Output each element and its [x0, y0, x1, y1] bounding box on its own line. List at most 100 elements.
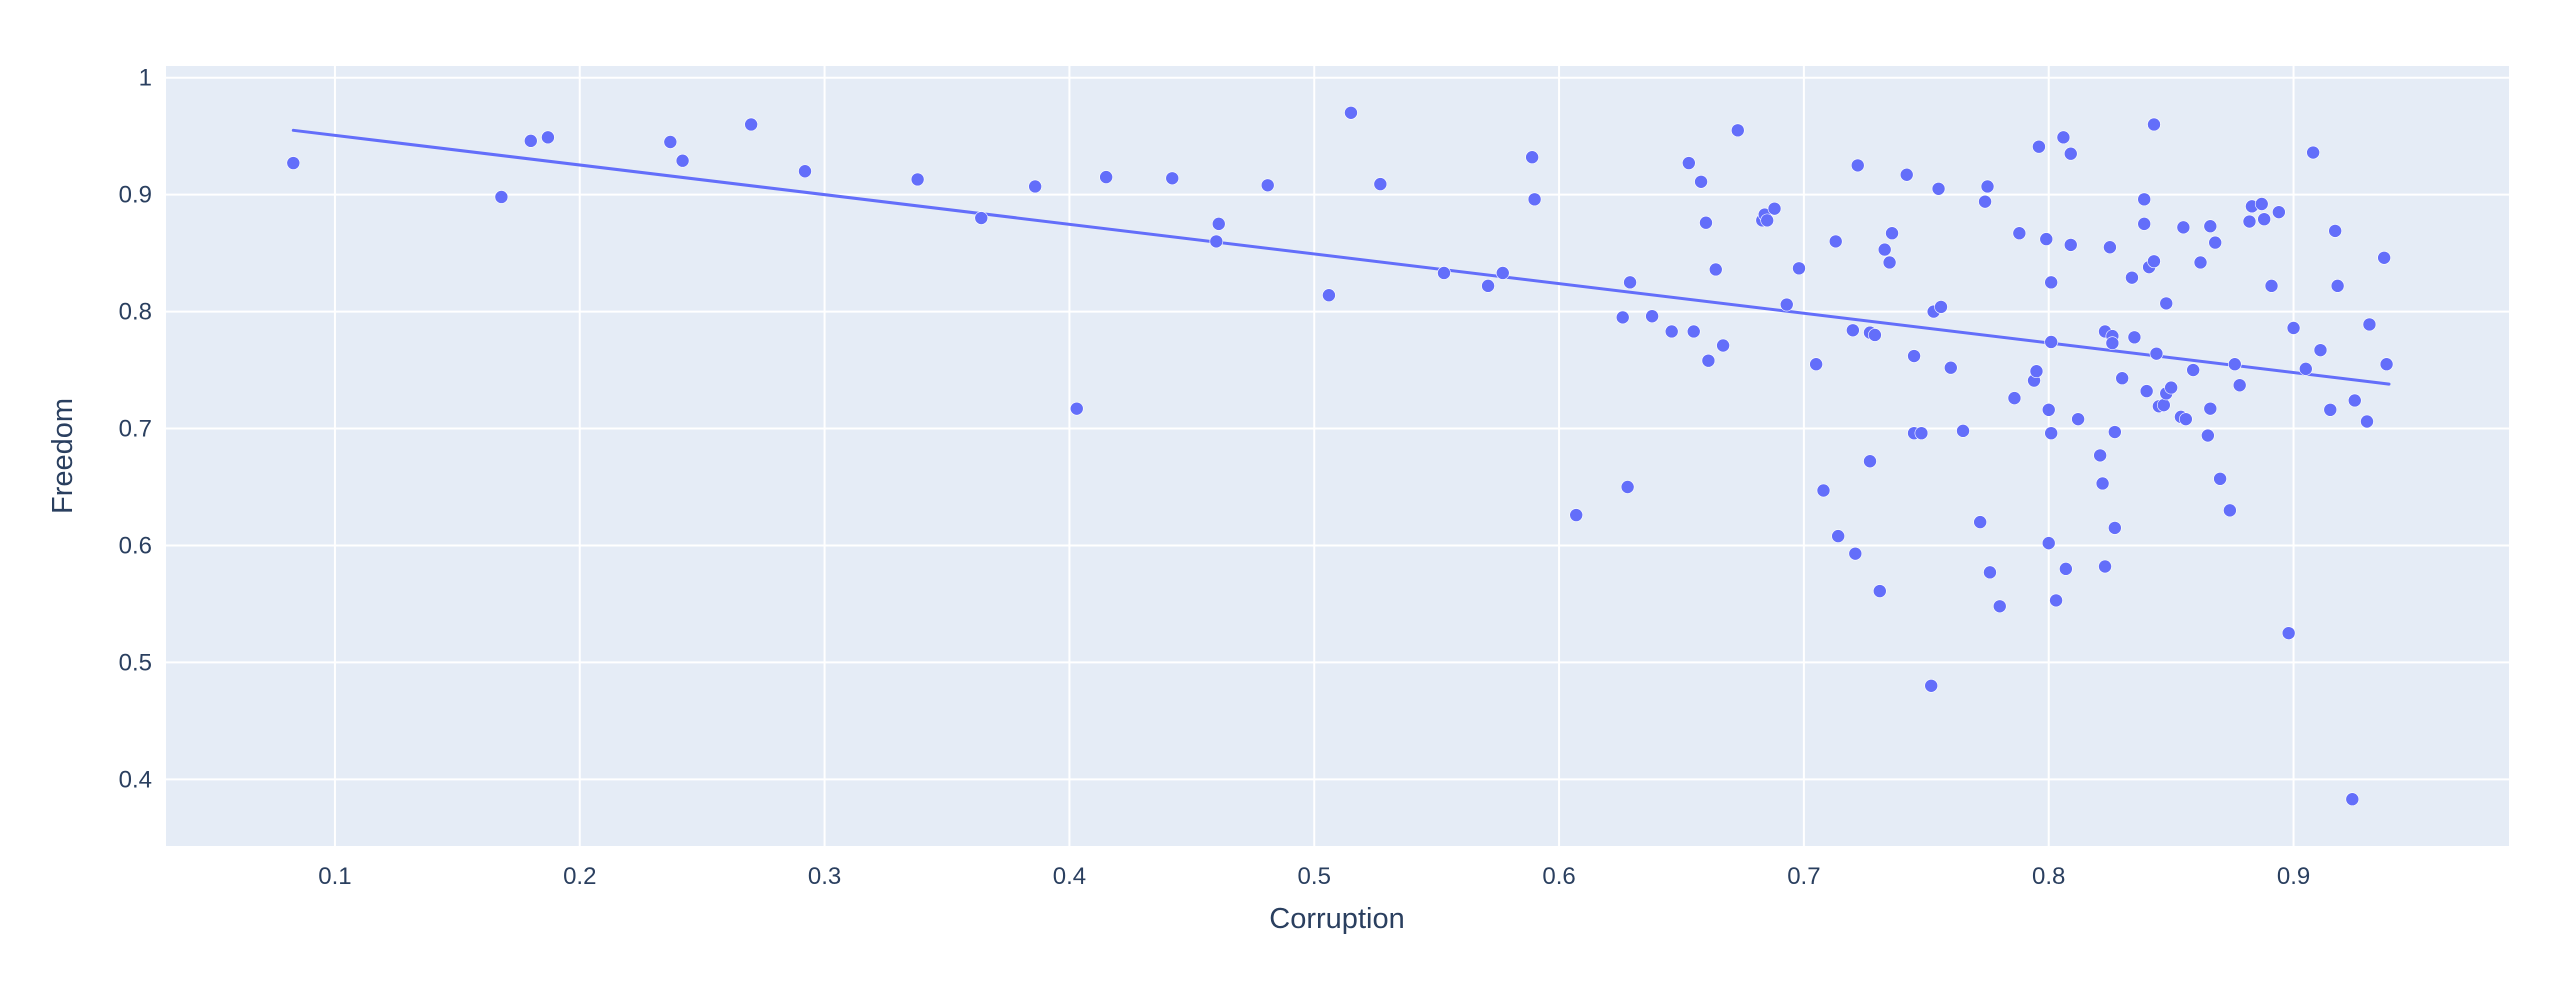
- data-point: [1899, 167, 1914, 182]
- data-point: [663, 135, 678, 149]
- data-point: [1569, 508, 1584, 522]
- x-tick-label: 0.2: [563, 863, 596, 890]
- data-point: [2186, 363, 2200, 377]
- y-tick-label: 0.9: [119, 182, 152, 209]
- x-tick-label: 0.7: [1787, 863, 1820, 890]
- data-point: [2044, 426, 2058, 440]
- data-point: [1983, 565, 1997, 580]
- data-point: [2345, 792, 2360, 807]
- data-point: [2362, 317, 2377, 332]
- data-point: [1730, 123, 1745, 138]
- data-point: [2039, 232, 2054, 246]
- data-point: [1850, 158, 1865, 173]
- data-point: [2149, 346, 2164, 361]
- data-point: [2049, 593, 2063, 608]
- data-point: [1848, 546, 1863, 561]
- data-point: [2125, 270, 2139, 285]
- data-point: [1615, 310, 1630, 325]
- data-point: [1211, 217, 1226, 231]
- data-point: [2286, 321, 2301, 335]
- plot-area: [166, 66, 2509, 846]
- data-point: [1716, 338, 1730, 353]
- data-point: [798, 164, 812, 179]
- data-point: [2208, 235, 2223, 250]
- data-point: [1645, 309, 1659, 324]
- data-point: [1956, 424, 1970, 438]
- data-point: [1260, 178, 1275, 193]
- data-point: [1978, 194, 1992, 209]
- data-point: [2059, 562, 2073, 576]
- data-point: [2264, 279, 2279, 293]
- data-point: [1792, 261, 1806, 276]
- data-point: [2323, 403, 2338, 417]
- data-point: [2029, 364, 2044, 379]
- data-point: [2203, 219, 2218, 234]
- data-point: [2227, 357, 2242, 372]
- data-points: [286, 105, 2394, 807]
- data-point: [2257, 212, 2271, 226]
- data-point: [1868, 328, 1882, 342]
- data-point: [1694, 174, 1708, 189]
- data-point: [541, 130, 555, 145]
- data-point: [1828, 234, 1843, 249]
- data-point: [1907, 349, 1921, 363]
- data-point: [2328, 224, 2342, 238]
- data-point: [2232, 378, 2247, 393]
- y-tick-label: 0.4: [119, 766, 152, 793]
- data-point: [1973, 515, 1987, 529]
- data-point: [744, 117, 758, 132]
- data-point: [1686, 324, 1701, 339]
- data-point: [523, 134, 538, 148]
- y-tick-label: 1: [139, 65, 152, 92]
- x-axis-title: Corruption: [1269, 903, 1404, 935]
- data-point: [1664, 324, 1679, 339]
- data-point: [2041, 536, 2056, 550]
- data-point: [2147, 117, 2161, 132]
- data-point: [2298, 362, 2313, 376]
- data-point: [974, 211, 989, 225]
- data-point: [2007, 391, 2022, 405]
- data-point: [1322, 288, 1336, 303]
- data-point: [1767, 201, 1782, 216]
- x-tick-label: 0.4: [1053, 863, 1086, 890]
- data-point: [2213, 472, 2227, 486]
- data-point: [2360, 414, 2374, 429]
- data-point: [2330, 279, 2345, 293]
- data-point: [2063, 146, 2078, 161]
- data-point: [2137, 217, 2152, 231]
- data-point: [286, 156, 301, 170]
- data-point: [2379, 357, 2394, 372]
- data-point: [1943, 360, 1958, 375]
- data-point: [1760, 213, 1774, 228]
- data-point: [494, 190, 509, 204]
- data-point: [1980, 179, 1995, 194]
- data-point: [1934, 300, 1948, 314]
- data-point: [2115, 371, 2129, 386]
- data-point: [1701, 353, 1716, 368]
- y-tick-label: 0.8: [119, 299, 152, 326]
- data-point: [1877, 242, 1892, 257]
- data-point: [2012, 226, 2027, 241]
- data-point: [2056, 130, 2071, 145]
- y-axis-ticks: 0.4 0.5 0.6 0.7 0.8 0.9 1: [119, 65, 152, 794]
- data-point: [1165, 171, 1180, 186]
- x-tick-label: 0.9: [2277, 863, 2310, 890]
- data-point: [1344, 105, 1358, 120]
- data-point: [1931, 181, 1946, 196]
- data-point: [2347, 393, 2362, 408]
- trend-line: [291, 128, 2391, 386]
- data-point: [1882, 255, 1897, 270]
- x-tick-label: 0.3: [808, 863, 841, 890]
- data-point: [1992, 599, 2007, 614]
- data-point: [2242, 214, 2257, 229]
- data-point: [1885, 226, 1899, 241]
- data-point: [2223, 503, 2237, 518]
- data-point: [1809, 357, 1823, 372]
- data-point: [1495, 266, 1510, 280]
- x-tick-label: 0.8: [2032, 863, 2065, 890]
- data-point: [2108, 425, 2122, 439]
- data-point: [1816, 483, 1831, 498]
- y-axis-title: Freedom: [47, 398, 79, 514]
- data-point: [1846, 323, 1860, 338]
